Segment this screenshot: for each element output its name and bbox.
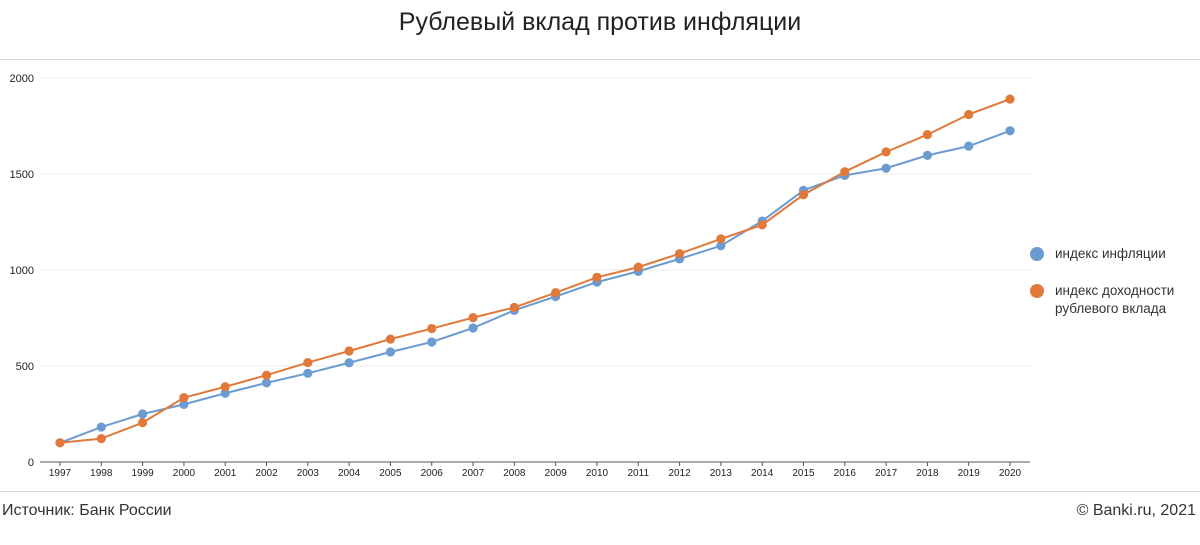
data-point-inflation: [220, 388, 230, 398]
data-point-inflation: [881, 163, 891, 173]
y-tick-label: 2000: [10, 73, 34, 85]
data-point-deposit: [179, 393, 189, 403]
data-point-inflation: [468, 323, 478, 333]
data-point-inflation: [964, 141, 974, 151]
legend-label-inflation: индекс инфляции: [1055, 246, 1166, 261]
source-note: Источник: Банк России: [2, 502, 172, 519]
x-tick-label: 2004: [338, 468, 361, 479]
x-tick-label: 2018: [916, 468, 939, 479]
data-point-deposit: [551, 288, 561, 298]
data-point-deposit: [881, 147, 891, 157]
data-point-inflation: [922, 150, 932, 160]
copyright-note: © Banki.ru, 2021: [1076, 502, 1196, 519]
x-tick-label: 1997: [49, 468, 72, 479]
data-point-deposit: [509, 302, 519, 313]
footer-divider: [0, 491, 1200, 492]
data-point-inflation: [96, 422, 106, 432]
y-tick-label: 500: [16, 361, 34, 373]
data-point-inflation: [344, 358, 354, 368]
x-tick-label: 2015: [792, 468, 815, 479]
data-point-deposit: [344, 346, 354, 356]
x-tick-label: 2009: [545, 468, 568, 479]
x-tick-label: 2008: [503, 468, 526, 479]
line-chart: 0 500 1000 1500 2000 1997 1998 1999 2000 2001 2002…: [10, 73, 1030, 479]
data-point-inflation: [303, 368, 313, 378]
data-point-deposit: [633, 262, 643, 272]
data-point-deposit: [96, 433, 106, 444]
data-point-deposit: [592, 272, 602, 282]
data-point-deposit: [220, 382, 230, 392]
legend-label-deposit: индекс доходности рублевого вклада: [1055, 283, 1175, 316]
y-tick-label: 1000: [10, 265, 34, 277]
data-point-inflation: [1005, 126, 1015, 136]
x-tick-label: 2005: [379, 468, 402, 479]
x-tick-label: 2020: [999, 468, 1022, 479]
y-tick-label: 0: [28, 457, 34, 469]
title-divider: [0, 59, 1200, 60]
x-tick-label: 2017: [875, 468, 898, 479]
x-tick-label: 2000: [173, 468, 196, 479]
x-tick-label: 2010: [586, 468, 609, 479]
data-point-deposit: [468, 313, 478, 323]
data-point-deposit: [840, 167, 850, 177]
chart-title: Рублевый вклад против инфляции: [398, 8, 802, 36]
x-tick-label: 2012: [668, 468, 691, 479]
data-point-deposit: [757, 220, 767, 230]
x-tick-label: 2013: [710, 468, 733, 479]
data-point-deposit: [427, 323, 437, 334]
x-tick-label: 2002: [255, 468, 278, 479]
data-point-deposit: [261, 370, 272, 380]
data-point-inflation: [385, 347, 396, 357]
y-tick-label: 1500: [10, 169, 34, 181]
x-tick-label: 2003: [297, 468, 320, 479]
data-point-deposit: [922, 130, 932, 140]
data-point-deposit: [385, 334, 396, 344]
x-tick-label: 2001: [214, 468, 237, 479]
x-tick-label: 1999: [131, 468, 154, 479]
data-point-deposit: [138, 418, 148, 428]
x-tick-label: 1998: [90, 468, 113, 479]
legend-marker-inflation: [1030, 247, 1044, 261]
series-line-inflation: [59, 129, 1011, 444]
data-point-deposit: [303, 357, 313, 368]
data-point-inflation: [179, 399, 189, 409]
x-tick-label: 2014: [751, 468, 774, 479]
data-point-deposit: [55, 438, 65, 448]
legend-marker-deposit: [1030, 284, 1044, 298]
x-tick-label: 2007: [462, 468, 485, 479]
series-line-deposit: [59, 98, 1011, 444]
data-point-inflation: [716, 241, 726, 251]
data-point-inflation: [138, 409, 148, 419]
data-point-inflation: [261, 378, 272, 388]
data-point-deposit: [798, 190, 809, 200]
x-tick-label: 2019: [958, 468, 981, 479]
data-point-deposit: [716, 234, 726, 244]
data-point-deposit: [1005, 94, 1015, 104]
data-point-deposit: [964, 109, 974, 120]
x-tick-label: 2011: [628, 468, 650, 479]
x-tick-label: 2016: [834, 468, 857, 479]
x-tick-label: 2006: [421, 468, 444, 479]
data-point-inflation: [427, 337, 437, 347]
data-point-deposit: [674, 249, 685, 259]
